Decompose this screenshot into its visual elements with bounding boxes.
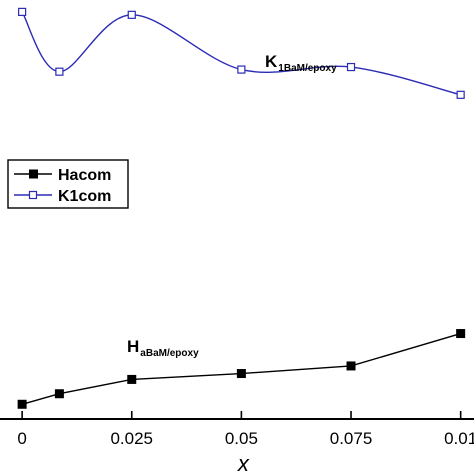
data-point <box>346 361 356 371</box>
series-hacom <box>17 329 466 409</box>
x-axis-ticks: 0 0.025 0.05 0.075 0.01 <box>17 411 474 448</box>
data-point <box>456 329 466 339</box>
legend-label: K1com <box>58 188 111 205</box>
data-point <box>127 374 137 384</box>
legend-marker <box>29 169 38 179</box>
x-tick-label: 0.05 <box>225 429 258 448</box>
x-tick-label: 0.075 <box>330 429 373 448</box>
data-point <box>456 90 465 99</box>
annotations: K1BaM/epoxy HaBaM/epoxy <box>127 52 337 359</box>
annotation-subscript: 1BaM/epoxy <box>278 63 337 74</box>
legend-box <box>7 159 129 209</box>
annotation: K1BaM/epoxy <box>265 52 337 74</box>
data-point <box>346 62 356 72</box>
annotation: HaBaM/epoxy <box>127 337 199 359</box>
legend-marker <box>28 190 38 200</box>
series-line <box>21 11 461 96</box>
plot-frame <box>0 418 474 420</box>
data-point <box>54 389 64 399</box>
x-tick-label: 0 <box>17 429 26 448</box>
x-tick-label: 0.025 <box>110 429 153 448</box>
data-point <box>18 7 27 16</box>
plot-border <box>0 418 474 420</box>
series-layer <box>17 7 466 409</box>
data-point <box>55 67 64 76</box>
x-tick-label: 0.01 <box>444 429 474 448</box>
data-point <box>127 10 136 19</box>
data-point <box>17 399 27 409</box>
data-point <box>236 369 246 379</box>
data-point <box>237 65 246 74</box>
annotation-subscript: aBaM/epoxy <box>140 348 199 359</box>
legend-label: Hacom <box>58 167 111 184</box>
series-k1com <box>18 7 465 99</box>
series-line <box>21 332 461 405</box>
x-axis-title: x <box>237 451 250 474</box>
legend: Hacom K1com <box>7 159 129 209</box>
